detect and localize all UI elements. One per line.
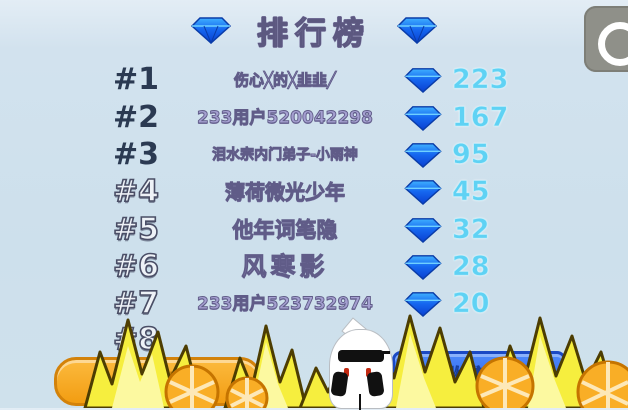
diamond-count-button[interactable]: 钻石数量 bbox=[54, 357, 262, 406]
diamond-icon bbox=[404, 292, 442, 317]
rank-label: #1 bbox=[112, 62, 159, 97]
player-name: 薄荷微光少年 bbox=[225, 180, 346, 205]
close-or-refresh-button[interactable] bbox=[584, 6, 628, 72]
score-value: 20 bbox=[452, 288, 490, 320]
score-value: 223 bbox=[452, 64, 509, 96]
score-value: 167 bbox=[452, 102, 509, 134]
diamond-icon bbox=[397, 17, 437, 44]
rank-label: #2 bbox=[112, 100, 159, 135]
rank-label: #5 bbox=[112, 211, 160, 248]
score-value: 95 bbox=[452, 139, 490, 171]
diamond-icon bbox=[404, 143, 442, 168]
score-value: 45 bbox=[452, 176, 490, 208]
character-arm bbox=[366, 371, 385, 397]
collect-area-button[interactable]: 收集场 bbox=[392, 351, 566, 401]
player-character bbox=[322, 318, 402, 410]
player-name: 伤心╳的╳韭韭╱ bbox=[233, 71, 337, 90]
table-row: #4 薄荷微光少年 45 bbox=[0, 173, 628, 210]
player-name: 233用户523732974 bbox=[197, 294, 374, 315]
table-row: #1 伤心╳的╳韭韭╱ 223 bbox=[0, 62, 628, 98]
diamond-icon bbox=[404, 106, 442, 131]
rank-label: #3 bbox=[112, 137, 159, 172]
rank-label: #7 bbox=[112, 285, 160, 322]
table-row: #5 他年词笔隐 32 bbox=[0, 211, 628, 248]
character-stick bbox=[359, 394, 361, 410]
table-row: #2 233用户520042298 167 bbox=[0, 100, 628, 136]
diamond-icon bbox=[404, 180, 442, 205]
title-bar: 排行榜 bbox=[0, 8, 628, 52]
score-value: 32 bbox=[452, 214, 490, 246]
sunglasses-icon bbox=[338, 350, 390, 362]
diamond-count-button-label: 钻石数量 bbox=[112, 370, 204, 395]
diamond-icon bbox=[404, 218, 442, 243]
diamond-icon bbox=[404, 255, 442, 280]
player-name: 他年词笔隐 bbox=[232, 218, 338, 243]
rank-label: #4 bbox=[112, 173, 160, 210]
rank-label: #6 bbox=[112, 248, 160, 285]
player-name: 风寒影 bbox=[241, 252, 329, 282]
diamond-icon bbox=[404, 68, 442, 93]
table-row: #6 风寒影 28 bbox=[0, 248, 628, 285]
table-row: #3 泪水宗内门弟子-小雨神 95 bbox=[0, 137, 628, 173]
circle-arrow-icon bbox=[598, 22, 628, 66]
character-body bbox=[330, 330, 392, 408]
diamond-icon bbox=[191, 17, 231, 44]
rank-label: #8 bbox=[112, 321, 160, 358]
collect-area-button-label: 收集场 bbox=[444, 365, 514, 390]
score-value: 28 bbox=[452, 251, 490, 283]
table-row: #7 233用户523732974 20 bbox=[0, 285, 628, 322]
player-name: 233用户520042298 bbox=[197, 108, 374, 129]
player-name: 泪水宗内门弟子-小雨神 bbox=[212, 147, 359, 164]
page-title: 排行榜 bbox=[256, 15, 371, 52]
